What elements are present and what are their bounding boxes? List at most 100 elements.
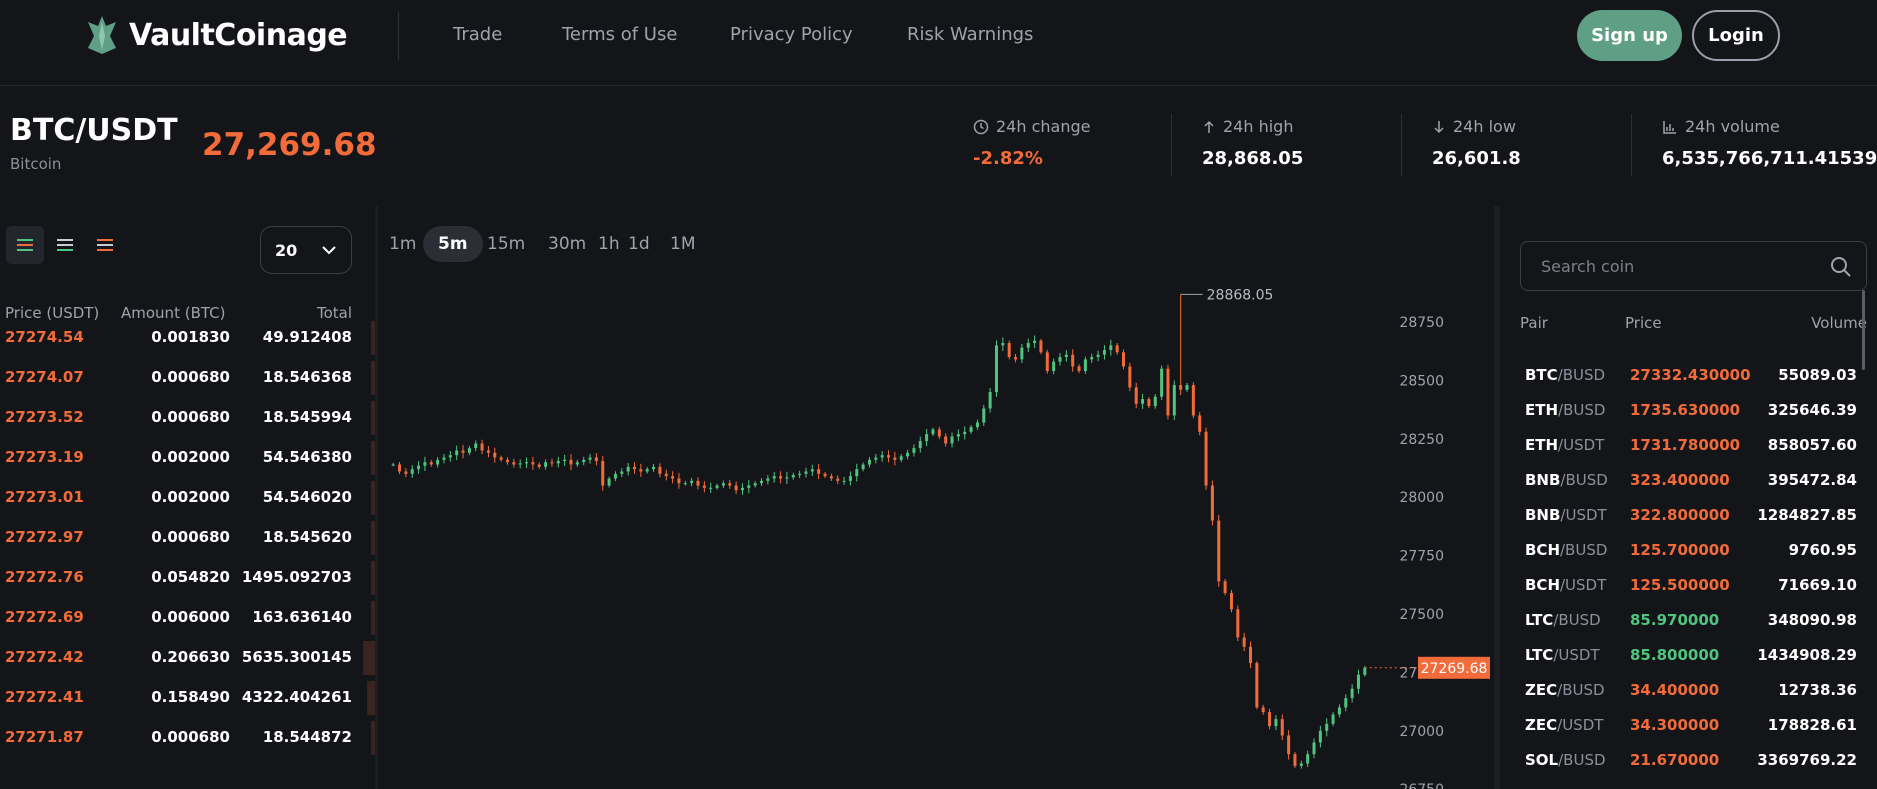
timeframe-1d[interactable]: 1d	[628, 234, 650, 254]
stat-value: -2.82%	[973, 148, 1043, 169]
timeframe-5m[interactable]: 5m	[423, 226, 483, 262]
candlestick-chart[interactable]: 2875028500282502800027750275002725027000…	[378, 206, 1494, 789]
candle-body	[461, 450, 465, 453]
market-row[interactable]: LTC/USDT 85.800000 1434908.29	[1500, 638, 1877, 673]
candle-body	[1134, 387, 1138, 404]
timeframe-1M[interactable]: 1M	[670, 234, 696, 254]
market-base: BTC	[1525, 366, 1558, 384]
orderbook-mode-asks[interactable]	[86, 226, 124, 264]
candle-body	[1033, 340, 1037, 344]
candle-body	[505, 459, 509, 463]
market-price: 1731.780000	[1630, 436, 1741, 454]
market-row[interactable]: LTC/BUSD 85.970000 348090.98	[1500, 603, 1877, 638]
orderbook-total: 18.545994	[262, 408, 352, 426]
brand-logo[interactable]: VaultCoinage	[85, 14, 348, 56]
orderbook-row[interactable]: 27274.54 0.001830 49.912408	[0, 318, 375, 358]
candle-body	[690, 480, 694, 484]
orderbook-price: 27273.19	[5, 448, 84, 466]
candle-body	[594, 457, 598, 461]
market-row[interactable]: ETH/BUSD 1735.630000 325646.39	[1500, 393, 1877, 428]
candle-body	[760, 480, 764, 484]
arrow-up-icon	[1204, 120, 1214, 133]
candle-body	[486, 450, 490, 453]
orderbook-total: 4322.404261	[241, 688, 352, 706]
candle-body	[1064, 354, 1068, 358]
candle-body	[975, 422, 979, 428]
market-price: 125.700000	[1630, 541, 1730, 559]
orderbook-row[interactable]: 27271.87 0.000680 18.544872	[0, 718, 375, 758]
orderbook-row[interactable]: 27272.69 0.006000 163.636140	[0, 598, 375, 638]
candle-body	[880, 455, 884, 458]
market-row[interactable]: BNB/USDT 322.800000 1284827.85	[1500, 498, 1877, 533]
timeframe-1h[interactable]: 1h	[598, 234, 620, 254]
orderbook-row[interactable]: 27273.52 0.000680 18.545994	[0, 398, 375, 438]
candle-body	[1122, 352, 1125, 367]
login-button[interactable]: Login	[1692, 10, 1780, 61]
orderbook-mode-both[interactable]	[6, 226, 44, 264]
candle-body	[1274, 719, 1278, 727]
current-price-badge	[1418, 656, 1490, 679]
candle-body	[1001, 343, 1005, 346]
market-base: BNB	[1525, 471, 1561, 489]
orderbook-mode-bids[interactable]	[46, 226, 84, 264]
market-row[interactable]: BNB/BUSD 323.400000 395472.84	[1500, 463, 1877, 498]
candle-body	[918, 441, 922, 449]
search-input[interactable]	[1539, 254, 1799, 278]
market-row[interactable]: BCH/BUSD 125.700000 9760.95	[1500, 533, 1877, 568]
orderbook-price: 27271.87	[5, 728, 84, 746]
timeframe-1m[interactable]: 1m	[389, 234, 417, 254]
depth-select[interactable]: 20	[260, 226, 352, 274]
orderbook-row[interactable]: 27272.76 0.054820 1495.092703	[0, 558, 375, 598]
stat-24h-change: 24h change -2.82%	[973, 117, 1090, 169]
candle-body	[1217, 520, 1221, 582]
nav-risk-warnings[interactable]: Risk Warnings	[907, 24, 1034, 45]
candle-body	[1223, 581, 1227, 593]
market-row[interactable]: SOL/BUSD 21.670000 3369769.22	[1500, 743, 1877, 778]
timeframe-15m[interactable]: 15m	[487, 234, 526, 254]
market-volume: 858057.60	[1767, 436, 1857, 454]
orderbook-price: 27272.42	[5, 648, 84, 666]
col-volume: Volume	[1811, 314, 1867, 332]
candle-body	[906, 452, 910, 457]
candle-body	[1325, 723, 1329, 731]
market-volume: 3369769.22	[1757, 751, 1857, 769]
nav-privacy-policy[interactable]: Privacy Policy	[730, 24, 853, 45]
search-box[interactable]	[1520, 241, 1867, 291]
candle-body	[861, 464, 865, 470]
market-row[interactable]: BCH/USDT 125.500000 71669.10	[1500, 568, 1877, 603]
candle-body	[791, 475, 795, 478]
market-quote: /BUSD	[1560, 541, 1608, 559]
timeframe-30m[interactable]: 30m	[548, 234, 587, 254]
stat-24h-low: 24h low 26,601.8	[1432, 117, 1521, 169]
market-row[interactable]: ETH/USDT 1731.780000 858057.60	[1500, 428, 1877, 463]
candle-body	[1007, 343, 1011, 358]
candle-body	[1344, 698, 1348, 708]
candle-body	[734, 485, 738, 491]
orderbook-row[interactable]: 27273.19 0.002000 54.546380	[0, 438, 375, 478]
orderbook-row[interactable]: 27272.41 0.158490 4322.404261	[0, 678, 375, 718]
candle-body	[677, 478, 681, 484]
candle-body	[969, 427, 973, 432]
market-row[interactable]: ZEC/BUSD 34.400000 12738.36	[1500, 673, 1877, 708]
candle-body	[563, 459, 567, 461]
market-row[interactable]: ZEC/USDT 34.300000 178828.61	[1500, 708, 1877, 743]
market-price: 1735.630000	[1630, 401, 1741, 419]
orderbook-row[interactable]: 27273.01 0.002000 54.546020	[0, 478, 375, 518]
markets-scrollbar[interactable]	[1862, 290, 1865, 370]
y-axis-tick: 28750	[1399, 315, 1444, 331]
orderbook-total: 1495.092703	[241, 568, 352, 586]
signup-button[interactable]: Sign up	[1577, 10, 1682, 61]
stat-value: 26,601.8	[1432, 148, 1521, 169]
candle-body	[899, 456, 903, 460]
market-base: SOL	[1525, 751, 1559, 769]
nav-trade[interactable]: Trade	[453, 24, 503, 45]
orderbook-row[interactable]: 27274.07 0.000680 18.546368	[0, 358, 375, 398]
market-row[interactable]: BTC/BUSD 27332.430000 55089.03	[1500, 358, 1877, 393]
candle-body	[1128, 366, 1132, 388]
orderbook-row[interactable]: 27272.42 0.206630 5635.300145	[0, 638, 375, 678]
candle-body	[512, 462, 516, 465]
nav-terms-of-use[interactable]: Terms of Use	[562, 24, 678, 45]
high-marker-label: 28868.05	[1207, 287, 1274, 303]
orderbook-row[interactable]: 27272.97 0.000680 18.545620	[0, 518, 375, 558]
search-icon[interactable]	[1830, 256, 1852, 278]
